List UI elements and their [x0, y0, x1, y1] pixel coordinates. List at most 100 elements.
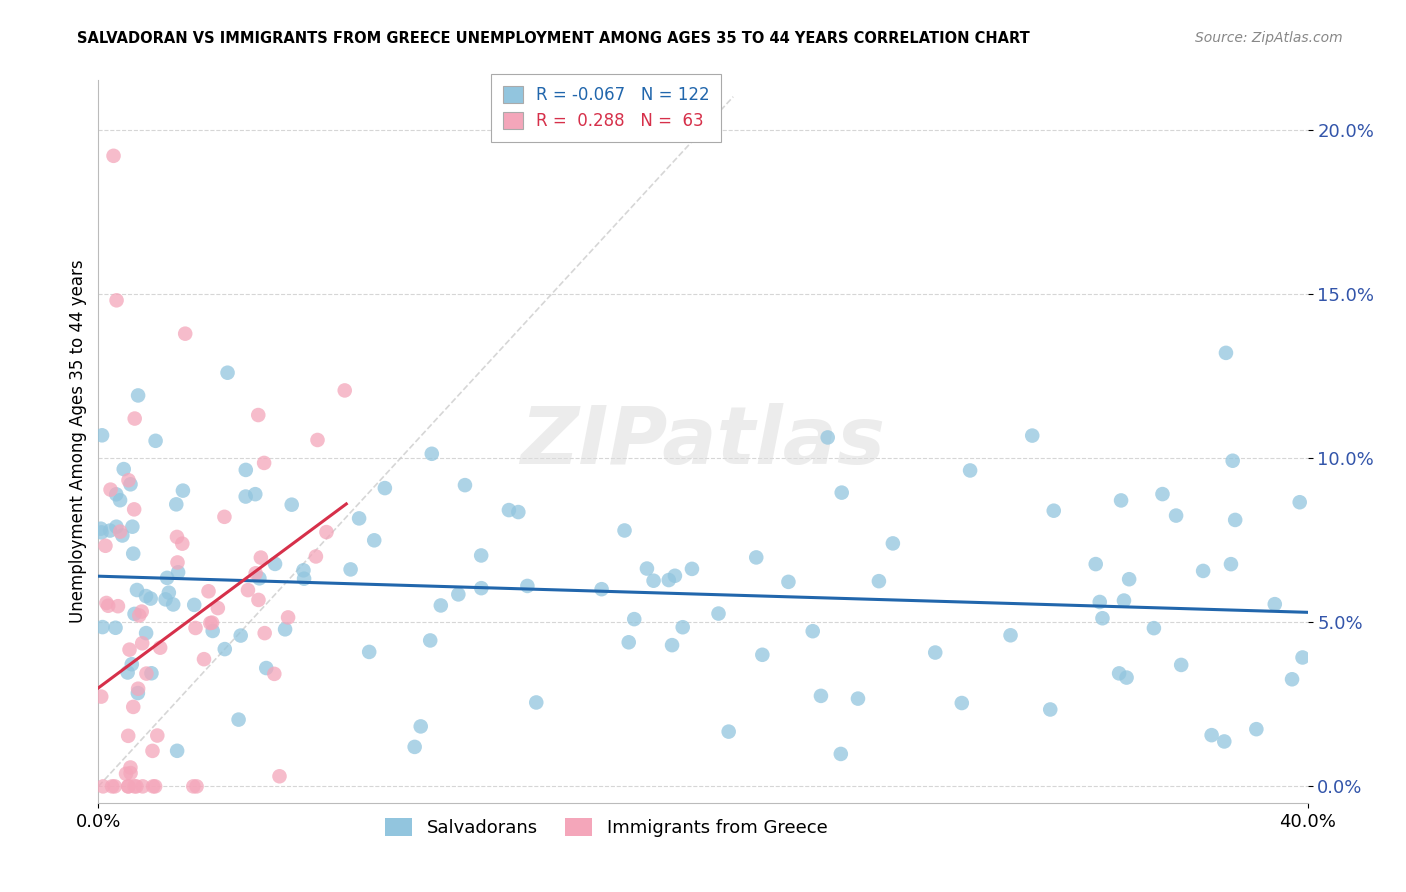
Point [101, 780, 124, 794]
Point [810, 689, 832, 703]
Point [1112, 593, 1135, 607]
Point [1039, 702, 1062, 716]
Point [117, 729, 139, 743]
Point [90, 690, 112, 704]
Point [1164, 508, 1187, 523]
Point [200, 615, 222, 630]
Point [1115, 671, 1137, 685]
Point [217, 366, 239, 380]
Point [172, 536, 194, 550]
Point [717, 724, 740, 739]
Point [247, 571, 270, 585]
Point [1084, 557, 1107, 571]
Point [117, 473, 139, 487]
Point [658, 573, 681, 587]
Point [447, 587, 470, 601]
Point [131, 636, 153, 650]
Point [280, 498, 302, 512]
Point [1246, 722, 1268, 736]
Point [707, 607, 730, 621]
Point [141, 666, 163, 681]
Point [253, 456, 276, 470]
Point [745, 550, 768, 565]
Point [117, 665, 139, 680]
Point [636, 561, 658, 575]
Point [882, 536, 904, 550]
Point [91, 620, 114, 634]
Point [661, 638, 683, 652]
Point [156, 571, 179, 585]
Point [108, 524, 131, 539]
Point [470, 549, 492, 563]
Point [166, 556, 188, 570]
Point [166, 530, 188, 544]
Point [245, 566, 267, 581]
Point [94, 539, 117, 553]
Text: ZIPatlas: ZIPatlas [520, 402, 886, 481]
Point [339, 562, 361, 576]
Point [359, 645, 381, 659]
Point [868, 574, 890, 589]
Point [97, 599, 120, 613]
Point [1042, 504, 1064, 518]
Point [274, 623, 297, 637]
Point [141, 744, 163, 758]
Point [454, 478, 477, 492]
Point [1118, 572, 1140, 586]
Point [1220, 557, 1243, 571]
Point [155, 592, 177, 607]
Point [409, 719, 432, 733]
Point [363, 533, 385, 548]
Point [333, 384, 356, 398]
Point [105, 487, 128, 501]
Point [1091, 611, 1114, 625]
Point [118, 642, 141, 657]
Point [98, 524, 121, 538]
Point [105, 293, 128, 308]
Point [277, 610, 299, 624]
Point [91, 780, 114, 794]
Point [959, 463, 981, 477]
Point [950, 696, 973, 710]
Legend: Salvadorans, Immigrants from Greece: Salvadorans, Immigrants from Greece [378, 811, 835, 845]
Point [347, 511, 370, 525]
Point [264, 557, 287, 571]
Point [112, 462, 135, 476]
Point [183, 598, 205, 612]
Point [830, 747, 852, 761]
Point [524, 696, 547, 710]
Point [201, 615, 224, 630]
Point [229, 629, 252, 643]
Point [253, 626, 276, 640]
Point [104, 780, 127, 794]
Point [430, 599, 453, 613]
Point [643, 574, 665, 588]
Point [103, 149, 125, 163]
Point [127, 686, 149, 700]
Point [117, 780, 139, 794]
Point [1222, 454, 1244, 468]
Point [1170, 657, 1192, 672]
Point [145, 434, 167, 448]
Point [235, 490, 257, 504]
Point [801, 624, 824, 639]
Point [135, 589, 157, 603]
Point [778, 574, 800, 589]
Point [124, 607, 146, 621]
Point [165, 497, 187, 511]
Point [1109, 493, 1132, 508]
Point [672, 620, 695, 634]
Point [162, 598, 184, 612]
Point [374, 481, 396, 495]
Point [617, 635, 640, 649]
Point [664, 568, 686, 582]
Point [124, 411, 146, 425]
Point [122, 699, 145, 714]
Point [104, 621, 127, 635]
Point [201, 624, 224, 638]
Point [245, 487, 267, 501]
Point [172, 483, 194, 498]
Point [184, 621, 207, 635]
Point [121, 519, 143, 533]
Point [1152, 487, 1174, 501]
